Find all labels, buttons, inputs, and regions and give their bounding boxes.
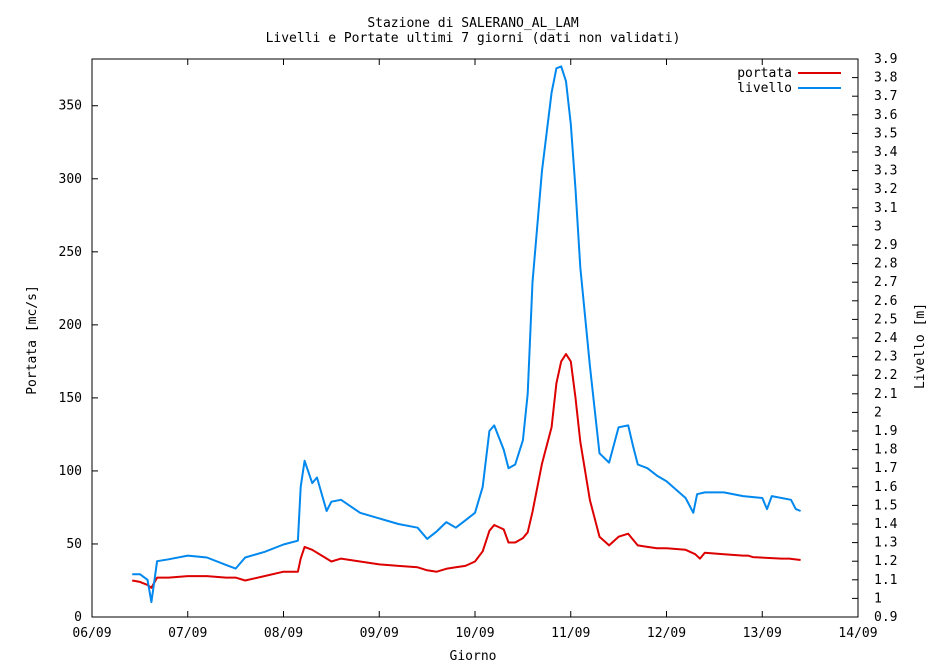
series-group bbox=[132, 66, 800, 602]
y-tick-label: 100 bbox=[59, 464, 82, 479]
y2-tick-label: 3.3 bbox=[874, 164, 897, 179]
y2-tick-label: 2.1 bbox=[874, 387, 897, 402]
x-tick-label: 10/09 bbox=[455, 626, 494, 641]
series-line-portata bbox=[132, 354, 800, 588]
y2-tick-label: 1.5 bbox=[874, 498, 897, 513]
y2-tick-label: 2.3 bbox=[874, 350, 897, 365]
y-tick-label: 0 bbox=[74, 610, 82, 625]
y2-tick-label: 2.7 bbox=[874, 275, 897, 290]
y2-tick-label: 3.4 bbox=[874, 145, 898, 160]
y-tick-label: 300 bbox=[59, 172, 82, 187]
y2-tick-label: 3.9 bbox=[874, 52, 897, 67]
y2-tick-label: 1.1 bbox=[874, 573, 897, 588]
y2-tick-label: 1.8 bbox=[874, 443, 897, 458]
y-tick-label: 50 bbox=[66, 537, 82, 552]
chart-subtitle: Livelli e Portate ultimi 7 giorni (dati … bbox=[266, 31, 681, 46]
x-axis: 06/09 07/09 08/09 09/09 10/09 11/09 12/09 13/09… bbox=[72, 59, 877, 641]
y-tick-label: 250 bbox=[59, 245, 82, 260]
y2-tick-label: 3 bbox=[874, 219, 882, 234]
plot-area bbox=[92, 59, 858, 617]
y2-tick-label: 1.2 bbox=[874, 554, 897, 569]
x-tick-label: 13/09 bbox=[743, 626, 782, 641]
y2-tick-label: 2.8 bbox=[874, 257, 897, 272]
y2-tick-label: 1.4 bbox=[874, 517, 898, 532]
y2-tick-label: 2.9 bbox=[874, 238, 897, 253]
y-tick-label: 350 bbox=[59, 99, 82, 114]
x-tick-label: 11/09 bbox=[551, 626, 590, 641]
y2-tick-label: 3.6 bbox=[874, 108, 897, 123]
y2-tick-label: 1.3 bbox=[874, 536, 897, 551]
y-axis-label: Portata [mc/s] bbox=[25, 285, 40, 395]
y2-tick-label: 2.2 bbox=[874, 368, 897, 383]
y2-tick-label: 2.6 bbox=[874, 294, 897, 309]
y2-tick-label: 2 bbox=[874, 405, 882, 420]
x-axis-label: Giorno bbox=[450, 649, 497, 664]
chart-title: Stazione di SALERANO_AL_LAM bbox=[367, 16, 578, 31]
y2-tick-label: 3.8 bbox=[874, 71, 897, 86]
x-tick-label: 06/09 bbox=[72, 626, 111, 641]
y2-tick-label: 1 bbox=[874, 591, 882, 606]
y2-axis-label: Livello [m] bbox=[913, 303, 928, 389]
y2-tick-label: 1.7 bbox=[874, 461, 897, 476]
y2-tick-label: 3.7 bbox=[874, 89, 897, 104]
x-tick-label: 07/09 bbox=[168, 626, 207, 641]
y2-tick-label: 2.4 bbox=[874, 331, 898, 346]
x-tick-label: 08/09 bbox=[264, 626, 303, 641]
y-tick-label: 200 bbox=[59, 318, 82, 333]
y2-tick-label: 2.5 bbox=[874, 312, 897, 327]
y-axis-right: 0.9 1 1.1 1.2 1.3 1.4 1.5 1.6 1.7 1.8 1.9 2 2.1 2.2 2.… bbox=[852, 52, 898, 625]
series-line-livello bbox=[132, 66, 800, 602]
legend: portata livello bbox=[737, 66, 841, 96]
y2-tick-label: 1.9 bbox=[874, 424, 897, 439]
legend-label-livello: livello bbox=[737, 81, 792, 96]
y2-tick-label: 3.1 bbox=[874, 201, 897, 216]
y2-tick-label: 0.9 bbox=[874, 610, 897, 625]
y2-tick-label: 3.2 bbox=[874, 182, 897, 197]
y2-tick-label: 3.5 bbox=[874, 126, 897, 141]
x-tick-label: 14/09 bbox=[838, 626, 877, 641]
legend-label-portata: portata bbox=[737, 66, 792, 81]
y-tick-label: 150 bbox=[59, 391, 82, 406]
y2-tick-label: 1.6 bbox=[874, 480, 897, 495]
x-tick-label: 12/09 bbox=[647, 626, 686, 641]
x-tick-label: 09/09 bbox=[360, 626, 399, 641]
